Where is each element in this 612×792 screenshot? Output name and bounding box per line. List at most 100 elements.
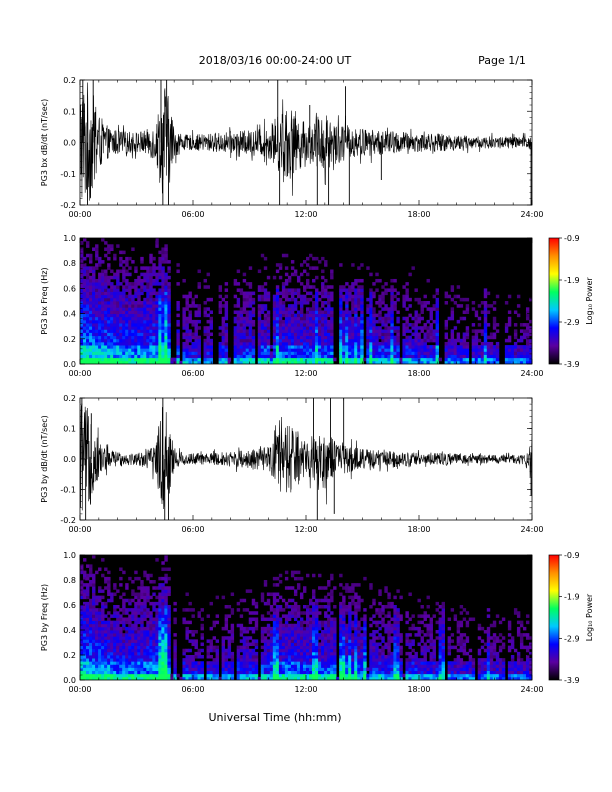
spectrogram-cell [480, 345, 485, 349]
spectrogram-cell [306, 611, 310, 615]
spectrogram-cell [251, 651, 256, 656]
spectrogram-cell [86, 345, 90, 349]
spectrogram-cell [387, 354, 391, 359]
spectrogram-cell [402, 316, 406, 321]
spectrogram-cell [143, 617, 147, 622]
spectrogram-cell [119, 360, 123, 364]
spectrogram-cell [315, 620, 319, 625]
spectrogram-cell [260, 667, 265, 672]
spectrogram-cell [134, 642, 138, 647]
spectrogram-cell [89, 304, 93, 308]
spectrogram-cell [293, 269, 298, 274]
spectrogram-cell [83, 301, 87, 305]
spectrogram-cell [306, 263, 310, 267]
spectrogram-cell [152, 605, 156, 609]
spectrogram-cell [312, 335, 316, 340]
spectrogram-cell [369, 272, 373, 277]
spectrogram-cell [492, 316, 497, 321]
spectrogram-cell [321, 304, 325, 308]
spectrogram-cell [387, 338, 391, 343]
spectrogram-cell [483, 294, 488, 299]
spectrogram-cell [158, 583, 162, 587]
spectrogram-cell [101, 285, 105, 289]
spectrogram-cell [302, 651, 307, 656]
spectrogram-cell [122, 670, 126, 675]
spectrogram-cell [242, 630, 247, 634]
spectrogram-cell [477, 338, 482, 343]
spectrogram-cell [369, 345, 373, 349]
spectrogram-cell [182, 294, 186, 299]
spectrogram-cell [134, 667, 138, 672]
spectrogram-cell [149, 278, 153, 283]
spectrogram-cell [396, 357, 400, 362]
spectrogram-cell [318, 623, 322, 628]
spectrogram-cell [227, 605, 232, 609]
spectrogram-cell [405, 354, 409, 359]
spectrogram-cell [101, 605, 105, 609]
spectrogram-cell [263, 288, 268, 292]
spectrogram-cell [125, 282, 129, 286]
spectrogram-cell [200, 661, 204, 665]
spectrogram-cell [149, 651, 153, 656]
spectrogram-cell [233, 338, 238, 343]
spectrogram-cell [339, 310, 343, 314]
spectrogram-cell [83, 626, 87, 631]
spectrogram-cell [98, 651, 102, 656]
spectrogram-cell [167, 661, 171, 665]
spectrogram-cell [140, 360, 144, 364]
spectrogram-cell [432, 329, 436, 333]
spectrogram-cell [122, 626, 126, 631]
spectrogram-cell [459, 316, 464, 321]
spectrogram-cell [387, 341, 391, 346]
spectrogram-cell [98, 301, 102, 305]
spectrogram-cell [80, 247, 84, 251]
spectrogram-cell [387, 313, 391, 318]
spectrogram-cell [173, 360, 177, 364]
spectrogram-cell [302, 332, 307, 337]
spectrogram-cell [116, 661, 120, 665]
spectrogram-cell [420, 310, 424, 314]
spectrogram-cell [236, 335, 241, 340]
spectrogram-cell [275, 645, 280, 650]
spectrogram-cell [272, 360, 277, 364]
spectrogram-cell [194, 357, 198, 362]
spectrogram-cell [89, 667, 93, 672]
spectrogram-cell [330, 319, 334, 324]
spectrogram-cell [110, 620, 114, 625]
spectrogram-cell [248, 348, 253, 352]
spectrogram-cell [306, 307, 310, 311]
spectrogram-cell [306, 614, 310, 618]
spectrogram-cell [140, 651, 144, 656]
spectrogram-cell [221, 664, 226, 668]
spectrogram-cell [224, 664, 229, 668]
spectrogram-cell [456, 345, 461, 349]
spectrogram-cell [164, 244, 168, 248]
spectrogram-cell [146, 673, 150, 678]
spectrogram-cell [218, 304, 223, 308]
spectrogram-cell [327, 345, 331, 349]
spectrogram-cell [110, 288, 114, 292]
spectrogram-cell [257, 326, 262, 330]
spectrogram-cell [101, 360, 105, 364]
spectrogram-cell [161, 354, 165, 359]
spectrogram-cell [357, 288, 361, 292]
spectrogram-cell [239, 626, 244, 631]
spectrogram-cell [134, 664, 138, 668]
spectrogram-cell [167, 345, 171, 349]
spectrogram-cell [390, 354, 394, 359]
spectrogram-cell [516, 360, 521, 364]
spectrogram-cell [146, 651, 150, 656]
spectrogram-cell [119, 351, 123, 355]
spectrogram-cell [296, 586, 301, 590]
spectrogram-cell [86, 655, 90, 659]
spectrogram-cell [167, 636, 171, 640]
spectrogram-cell [471, 329, 476, 333]
spectrogram-cell [122, 332, 126, 337]
spectrogram-cell [257, 310, 262, 314]
spectrogram-cell [447, 338, 452, 343]
spectrogram-cell [149, 275, 153, 280]
spectrogram-cell [161, 655, 165, 659]
spectrogram-cell [483, 323, 488, 327]
spectrogram-cell [188, 661, 192, 665]
spectrogram-cell [197, 611, 201, 615]
